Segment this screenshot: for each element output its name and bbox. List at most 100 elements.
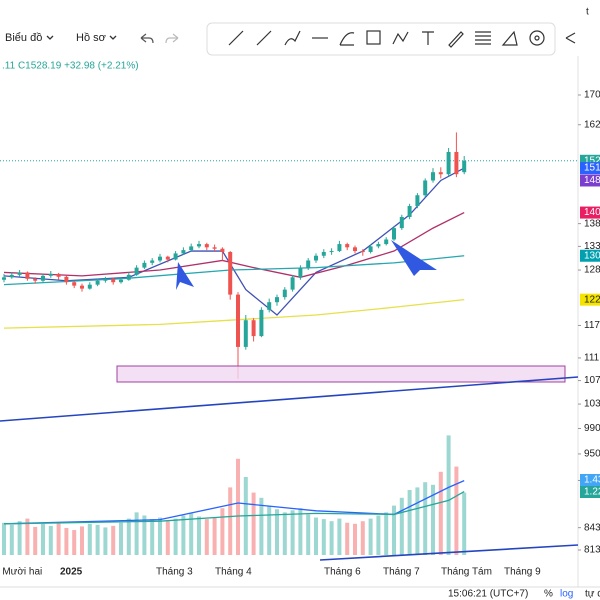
volume-trendline [319,544,579,561]
x-tick-label: g Mười hai [0,567,42,578]
candle-body [165,256,170,260]
candle-body [321,251,326,256]
candle-body [181,250,186,254]
percent-toggle[interactable]: % [544,589,553,600]
volume-bar [41,523,45,555]
volume-bar [56,523,61,555]
arrow [176,262,194,290]
measure-dot [534,35,540,41]
volume-bar [173,518,178,555]
volume-bar [189,513,194,555]
volume-bar [80,526,84,555]
candle-body [173,253,178,260]
measure-tool[interactable] [529,30,545,46]
zone-box [116,365,566,383]
volume-bar [282,512,287,555]
text-tool[interactable] [422,31,434,45]
candle-body [360,251,365,253]
plot: 1701621381331281171111071039909509108438… [0,56,600,587]
candle-body [2,277,6,280]
volume-bar [228,487,233,555]
toolbar-icons [228,30,576,48]
y-tick-label: 162 [584,119,600,130]
candle-body [158,256,162,261]
candle-body [103,278,108,281]
volume-bar [392,505,396,555]
candle-body [275,297,279,303]
chart-menu[interactable]: Biểu đồ [5,32,42,44]
x-tick-label: Tháng 9 [504,567,541,578]
candle-body [87,284,92,289]
x-tick-label: Tháng 3 [156,567,193,578]
volume-bar [446,435,451,555]
candle-body [212,247,217,249]
gann-tool[interactable] [501,30,518,46]
volume-bar [9,524,14,555]
volume-bar [251,492,256,555]
volume-bar [158,517,162,555]
volume-bar [353,523,357,555]
y-tick-label: 103 [584,399,600,410]
y-tick-label: 170 [584,90,600,101]
volume-bar [376,515,381,555]
chevron [46,35,54,40]
candle-body [119,279,123,283]
volume-bar [87,523,92,555]
volume-bar [290,510,295,555]
candle-body [228,251,233,295]
pattern-tool[interactable] [392,31,409,45]
moving-average [3,167,465,316]
volume-bar [204,519,209,555]
rect-tool[interactable] [366,30,381,45]
candle-body [376,244,381,247]
candle-body [306,260,311,268]
ohlc-legend: .11 C1528.19 +32.98 (+2.21%) [2,61,139,72]
candle-body [243,320,248,347]
share[interactable] [565,32,576,44]
price-badge [580,162,600,175]
undo[interactable] [140,33,154,44]
candle-body [337,244,342,252]
volume-bar [181,515,186,555]
footer-time: 15:06:21 (UTC+7) [448,589,528,600]
candle-body [236,294,240,347]
y-tick-label: 138 [584,218,600,229]
drawing-toolbar [206,22,556,56]
candle-body [267,302,272,310]
candle-body [345,244,350,248]
auto-toggle[interactable]: tự đ [585,589,600,600]
brush-tool[interactable] [448,31,464,48]
volume-bar [368,518,373,555]
volume-badge [580,474,600,486]
volume-bar [360,521,365,555]
trend-tool[interactable] [228,30,244,46]
log-toggle[interactable]: log [560,589,573,600]
ray-tool[interactable] [256,30,272,46]
path-tool[interactable] [284,30,301,46]
candle-body [438,172,443,175]
candle-body [282,289,287,298]
volume-bar [197,516,201,555]
volume-bar [267,505,272,555]
volume-bar [17,521,22,555]
profile-menu[interactable]: Hồ sơ [76,32,106,44]
candle-body [423,180,428,196]
redo[interactable] [165,33,179,44]
candle-body [290,277,295,290]
candle-body [126,274,131,280]
price-badge-label: 151 [584,163,600,174]
moving-average [3,211,465,278]
x-tick-label: Tháng Tám [441,567,492,578]
fib-tool[interactable] [475,31,491,45]
arc-tool[interactable] [339,32,355,46]
volume-badge [580,486,600,498]
candle-body [134,267,139,275]
y-tick-label: 813 [584,545,600,556]
candle-body [407,206,412,217]
candle-body [33,278,38,281]
candle-body [197,244,201,247]
arrow [391,240,437,276]
y-tick-label: 117 [584,320,600,331]
volume-bar [25,518,30,555]
y-tick-label: 990 [584,423,600,434]
